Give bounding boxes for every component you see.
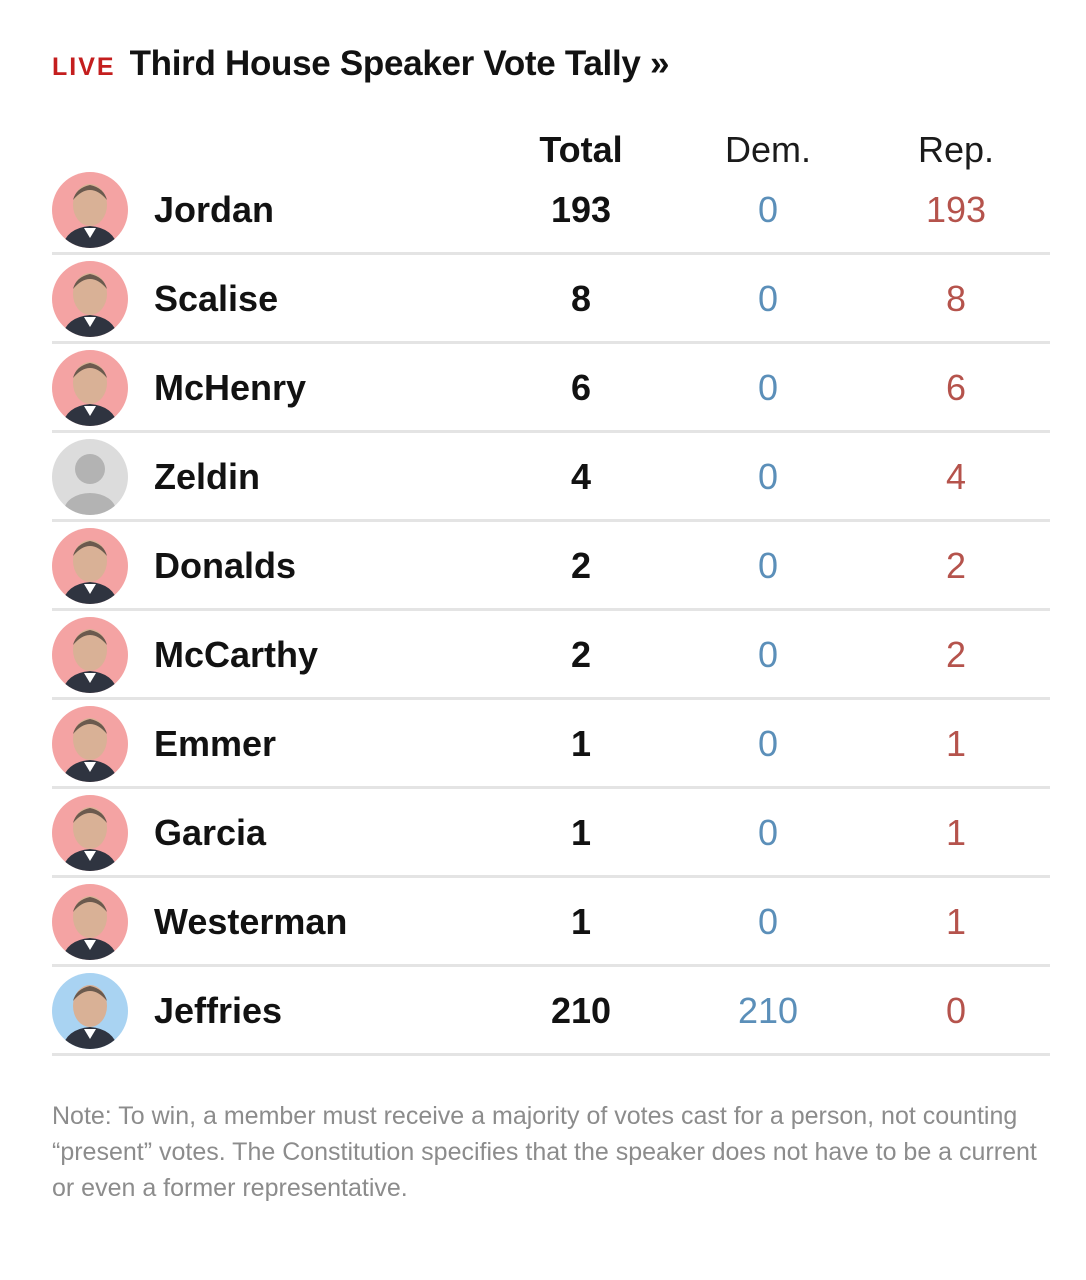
candidate-name: Jordan <box>154 189 275 230</box>
rep-votes: 1 <box>945 901 967 942</box>
total-votes: 210 <box>550 990 612 1031</box>
candidate-name: Scalise <box>154 278 279 319</box>
live-label: LIVE <box>52 53 116 81</box>
footnote: Note: To win, a member must receive a ma… <box>52 1102 1037 1202</box>
dem-votes: 0 <box>757 456 779 497</box>
candidate-name: Emmer <box>154 723 277 764</box>
page-title[interactable]: Third House Speaker Vote Tally » <box>129 44 670 83</box>
candidate-name: Zeldin <box>154 456 260 497</box>
candidate-name: McCarthy <box>154 634 319 675</box>
table-row: Jordan 193 0 193 <box>52 166 1050 255</box>
rep-votes: 0 <box>945 990 967 1031</box>
total-votes: 1 <box>570 723 592 764</box>
column-header-dem: Dem. <box>724 129 811 170</box>
total-votes: 6 <box>570 367 592 408</box>
avatar <box>52 172 128 248</box>
total-votes: 1 <box>570 901 592 942</box>
placeholder-person-icon <box>52 439 128 515</box>
dem-votes: 0 <box>757 545 779 586</box>
column-header-total: Total <box>539 129 623 170</box>
table-row: Emmer 1 0 1 <box>52 700 1050 789</box>
candidate-name: Garcia <box>154 812 267 853</box>
candidate-name: Westerman <box>154 901 348 942</box>
rep-votes: 6 <box>945 367 967 408</box>
rep-votes: 8 <box>945 278 967 319</box>
candidate-name: Jeffries <box>154 990 283 1031</box>
avatar <box>52 350 128 426</box>
total-votes: 2 <box>570 545 592 586</box>
header: LIVE Third House Speaker Vote Tally » <box>52 44 669 84</box>
rep-votes: 2 <box>945 545 967 586</box>
dem-votes: 0 <box>757 901 779 942</box>
table-row: Zeldin 4 0 4 <box>52 433 1050 522</box>
total-votes: 8 <box>570 278 592 319</box>
avatar <box>52 528 128 604</box>
rep-votes: 2 <box>945 634 967 675</box>
avatar <box>52 261 128 337</box>
avatar <box>52 884 128 960</box>
dem-votes: 210 <box>737 990 799 1031</box>
table-row: Donalds 2 0 2 <box>52 522 1050 611</box>
rep-votes: 1 <box>945 723 967 764</box>
total-votes: 4 <box>570 456 592 497</box>
dem-votes: 0 <box>757 367 779 408</box>
candidate-name: McHenry <box>154 367 307 408</box>
total-votes: 1 <box>570 812 592 853</box>
candidate-name: Donalds <box>154 545 297 586</box>
total-votes: 193 <box>550 189 612 230</box>
avatar <box>52 973 128 1049</box>
dem-votes: 0 <box>757 812 779 853</box>
avatar <box>52 795 128 871</box>
table-row: Jeffries 210 210 0 <box>52 967 1050 1056</box>
dem-votes: 0 <box>757 189 779 230</box>
dem-votes: 0 <box>757 634 779 675</box>
rep-votes: 193 <box>925 189 987 230</box>
rep-votes: 1 <box>945 812 967 853</box>
vote-table: Jordan 193 0 193 Scalise 8 0 8 McHenry 6 0 6 Zeldin 4… <box>52 166 1050 1056</box>
dem-votes: 0 <box>757 278 779 319</box>
table-row: Westerman 1 0 1 <box>52 878 1050 967</box>
column-header-rep: Rep. <box>917 129 995 170</box>
table-row: Garcia 1 0 1 <box>52 789 1050 878</box>
total-votes: 2 <box>570 634 592 675</box>
rep-votes: 4 <box>945 456 967 497</box>
table-row: McCarthy 2 0 2 <box>52 611 1050 700</box>
table-row: McHenry 6 0 6 <box>52 344 1050 433</box>
avatar <box>52 706 128 782</box>
table-row: Scalise 8 0 8 <box>52 255 1050 344</box>
avatar <box>52 617 128 693</box>
dem-votes: 0 <box>757 723 779 764</box>
